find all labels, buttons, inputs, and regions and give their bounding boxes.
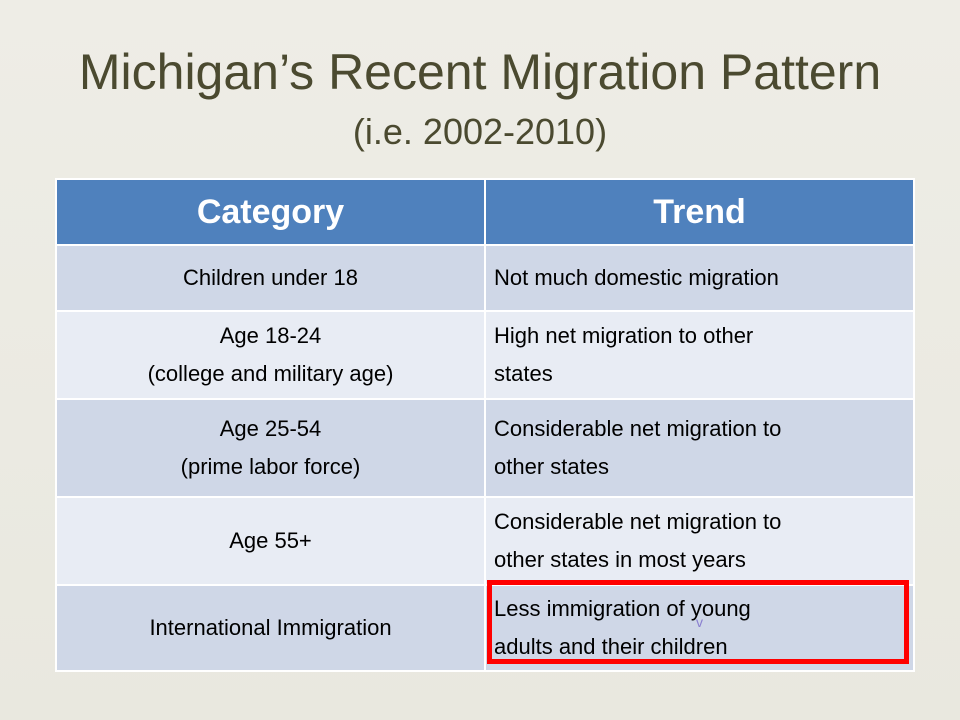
trend-cell: Not much domestic migration (484, 244, 915, 312)
slide-subtitle: (i.e. 2002-2010) (352, 111, 608, 152)
category-text: Age 55+ (229, 528, 312, 553)
category-text: International Immigration (149, 615, 392, 640)
table-header-row: Category Trend (55, 178, 915, 246)
header-trend: Trend (484, 178, 915, 246)
trend-text-cont: adults and their children (494, 634, 728, 659)
trend-cell: Considerable net migration to other stat… (484, 398, 915, 498)
category-subtext: (college and military age) (147, 361, 394, 386)
category-cell: Age 18-24 (college and military age) (55, 310, 486, 400)
category-cell: Age 25-54 (prime labor force) (55, 398, 486, 498)
category-subtext: (prime labor force) (180, 454, 361, 479)
trend-cell: Considerable net migration to other stat… (484, 496, 915, 586)
trend-text: High net migration to other (494, 323, 754, 348)
table-row: Age 55+ Considerable net migration to ot… (55, 496, 915, 586)
trend-cell: High net migration to other states (484, 310, 915, 400)
trend-text-cont: other states in most years (494, 547, 746, 572)
table-row: Age 18-24 (college and military age) Hig… (55, 310, 915, 400)
trend-text: Considerable net migration to (494, 509, 782, 534)
trend-text-cont: other states (494, 454, 609, 479)
table-row: Age 25-54 (prime labor force) Considerab… (55, 398, 915, 498)
category-cell: Age 55+ (55, 496, 486, 586)
slide-title: Michigan’s Recent Migration Pattern (78, 44, 882, 100)
category-cell: International Immigration (55, 584, 486, 672)
header-category: Category (55, 178, 486, 246)
table-row: International Immigration Less immigrati… (55, 584, 915, 672)
table-row: Children under 18 Not much domestic migr… (55, 244, 915, 312)
trend-text: Not much domestic migration (494, 265, 779, 290)
trend-text-cont: states (494, 361, 553, 386)
trend-text: Considerable net migration to (494, 416, 782, 441)
category-cell: Children under 18 (55, 244, 486, 312)
category-text: Children under 18 (183, 265, 358, 290)
trend-text: Less immigration of young (494, 596, 751, 621)
stray-mark: v (696, 614, 703, 630)
migration-table: Category Trend Children under 18 Not muc… (55, 178, 915, 672)
trend-cell: Less immigration of young adults and the… (484, 584, 915, 672)
category-text: Age 18-24 (219, 323, 322, 348)
category-text: Age 25-54 (219, 416, 322, 441)
